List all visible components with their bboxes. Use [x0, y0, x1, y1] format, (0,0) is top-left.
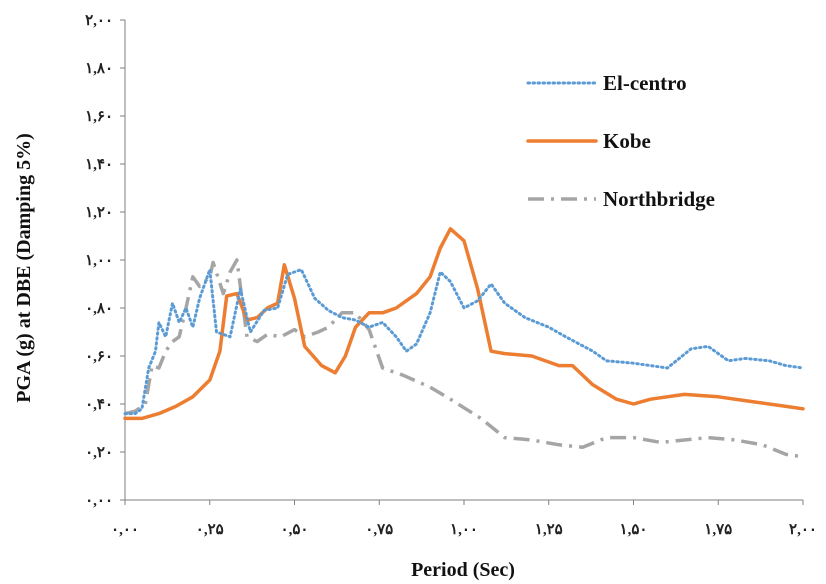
x-tick-label: ۱,۷۵ [704, 522, 732, 538]
y-tick-label: ۰,۸۰ [85, 301, 113, 317]
y-tick-label: ۱,۴۰ [85, 157, 113, 173]
x-tick-label: ۰,۰۰ [111, 522, 139, 538]
y-axis-title: PGA (g) at DBE (Damping 5%) [13, 133, 35, 402]
x-tick-label: ۰,۷۵ [365, 522, 393, 538]
y-tick-label: ۱,۰۰ [85, 253, 113, 269]
legend: El-centro Kobe Northbridge [526, 71, 715, 211]
y-tick-label: ۱,۶۰ [85, 109, 113, 125]
y-tick-label: ۲,۰۰ [85, 13, 113, 29]
x-tick-label: ۱,۲۵ [535, 522, 563, 538]
x-axis-title: Period (Sec) [411, 559, 515, 581]
series-line-el-centro [123, 268, 805, 416]
y-tick-label: ۰,۲۰ [85, 445, 113, 461]
x-tick-label: ۰,۲۵ [196, 522, 224, 538]
x-tick-label: ۰,۵۰ [281, 522, 309, 538]
x-tick-label: ۱,۵۰ [620, 522, 648, 538]
y-tick-label: ۰,۴۰ [85, 397, 113, 413]
x-tick-labels: ۰,۰۰ ۰,۲۵ ۰,۵۰ ۰,۷۵ ۱,۰۰ ۱,۲۵ ۱,۵۰ ۱,۷۵ ۲,۰۰ [111, 522, 817, 538]
series-line-kobe [123, 227, 805, 421]
y-tick-label: ۰,۰۰ [85, 493, 113, 509]
legend-label-northbridge: Northbridge [603, 187, 715, 211]
y-tick-label: ۱,۸۰ [85, 61, 113, 77]
y-tick-labels: ۰,۰۰ ۰,۲۰ ۰,۴۰ ۰,۶۰ ۰,۸۰ ۱,۰۰ ۱,۲۰ ۱,۴۰ ۱,۶۰ ۱,۸۰… [85, 13, 113, 509]
legend-label-kobe: Kobe [603, 129, 651, 153]
legend-label-el-centro: El-centro [603, 71, 687, 95]
y-tick-label: ۰,۶۰ [85, 349, 113, 365]
x-tick-label: ۲,۰۰ [789, 522, 817, 538]
x-tick-label: ۱,۰۰ [450, 522, 478, 538]
series-line-northbridge [124, 258, 804, 459]
series-group [123, 227, 805, 459]
y-tick-label: ۱,۲۰ [85, 205, 113, 221]
